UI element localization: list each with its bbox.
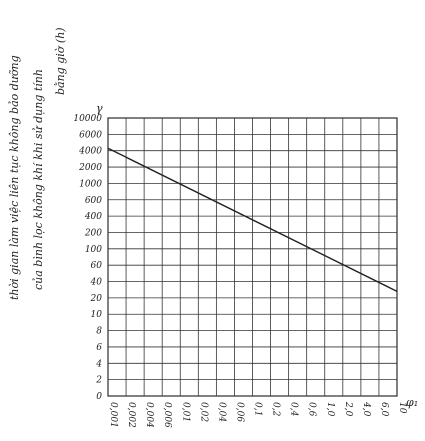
y-tick-label: 8	[96, 327, 102, 337]
x-tick-label: 0,006	[162, 402, 172, 428]
x-tick-label: 0,01	[180, 402, 190, 422]
y-tick-label: 20	[90, 294, 103, 304]
y-tick-label: 1000	[79, 179, 102, 189]
x-tick-label: 0,001	[108, 402, 118, 428]
y-tick-label: 200	[84, 228, 102, 238]
x-tick-label: 4,0	[361, 401, 371, 417]
y-tick-label: 40	[90, 278, 103, 288]
x-tick-label: 0,2	[271, 402, 281, 417]
y-tick-label: 2	[95, 376, 102, 386]
y-axis-title: bằng giờ (h)	[54, 27, 67, 95]
x-tick-label: 0,06	[234, 402, 244, 422]
y-tick-label: 10000	[73, 114, 102, 124]
x-tick-label: 6,0	[379, 402, 389, 417]
x-tick-label: 0,6	[307, 402, 317, 417]
x-tick-label: 0,1	[253, 402, 263, 416]
y-axis-symbol: γ	[96, 102, 103, 115]
y-tick-label: 600	[85, 196, 102, 206]
x-tick-label: 2,0	[343, 401, 353, 417]
x-tick-label: 0,004	[144, 402, 154, 428]
y-tick-label: 400	[84, 212, 102, 222]
y-tick-label: 4000	[78, 147, 102, 157]
y-tick-label: 2000	[78, 163, 102, 173]
x-tick-label: 0,002	[126, 402, 136, 428]
data-line	[107, 147, 398, 292]
y-tick-label: 6	[96, 343, 102, 353]
x-tick-label: 0,4	[289, 402, 299, 417]
y-tick-label: 10	[91, 310, 103, 320]
y-tick-label: 100	[85, 245, 102, 255]
y-tick-label: 6000	[79, 130, 102, 140]
y-axis-title: thời gian làm việc liên tục không bảo dư…	[8, 55, 21, 300]
y-axis-title: của bình lọc không khí khi sử dụng tính	[32, 69, 45, 290]
x-tick-label: 0,04	[216, 402, 226, 422]
y-tick-label: 0	[96, 392, 102, 402]
y-tick-label: 60	[91, 261, 103, 271]
x-tick-label: 1,0	[325, 402, 335, 417]
y-tick-label: 4	[95, 359, 102, 369]
x-tick-label: 10	[397, 402, 407, 414]
x-axis-symbol: φ₁	[406, 396, 418, 409]
x-tick-label: 0,02	[198, 402, 208, 422]
